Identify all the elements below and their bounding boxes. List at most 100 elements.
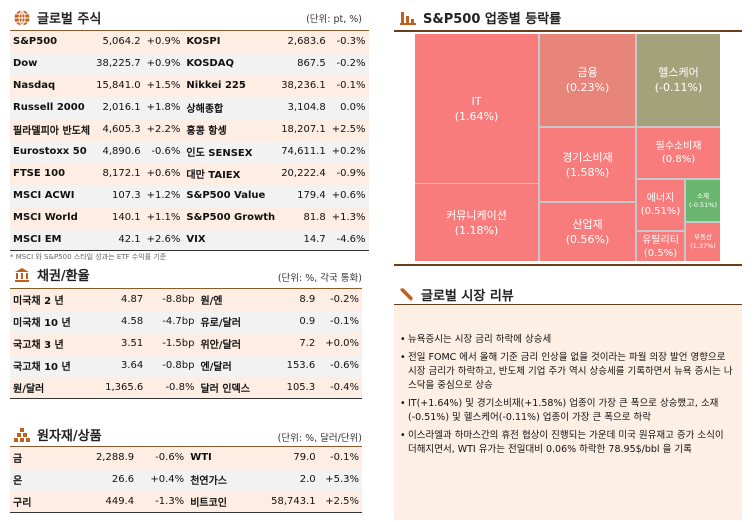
review-box: 뉴욕증시는 시장 금리 하락에 상승세 전일 FOMC 에서 올해 기준 금리 … — [394, 305, 742, 520]
cell-name: 국고채 10 년 — [13, 362, 71, 373]
cell-value2: 14.7 — [303, 233, 326, 245]
review-bullet: IT(+1.64%) 및 경기소비재(+1.58%) 업종이 가장 큰 폭으로 … — [400, 397, 734, 425]
cell-name2: VIX — [186, 233, 206, 245]
cell-change: +2.2% — [146, 124, 181, 135]
commodities-title: 원자재/상품 — [14, 425, 102, 444]
cell-value: 38,225.7 — [96, 58, 141, 69]
sector-change: (0.23%) — [565, 81, 610, 94]
sector-name: 커뮤니케이션 — [446, 208, 507, 222]
cell-change2: -0.1% — [329, 452, 359, 464]
table-row: 금 2,288.9 -0.6% WTI 79.0 -0.1% — [10, 446, 362, 469]
cell-change: -0.8bp — [162, 360, 195, 371]
cell-value: 3.64 — [120, 360, 144, 371]
bar-chart-icon — [400, 11, 416, 25]
review-bullet: 뉴욕증시는 시장 금리 하락에 상승세 — [400, 333, 734, 347]
sector-name: 에너지 — [646, 193, 675, 204]
cell-value2: 58,743.1 — [271, 495, 316, 507]
cell-value: 4,605.3 — [102, 124, 141, 135]
table-row: MSCI World 140.1 +1.1% S&P500 Growth 81.8 +1.… — [10, 206, 369, 229]
cell-name: MSCI EM — [13, 233, 62, 245]
equities-note: * MSCI 와 S&P500 스타일 성과는 ETF 수익률 기준 — [10, 253, 167, 261]
cell-name2: KOSPI — [186, 36, 221, 48]
cell-change2: -0.2% — [329, 294, 359, 306]
cell-value: 8,172.1 — [102, 168, 141, 179]
commodities-unit: (단위: %, 달러/단위) — [277, 433, 362, 444]
sectors-title-text: S&P500 업종별 등락률 — [423, 12, 562, 27]
sector-change: (1.64%) — [454, 109, 499, 123]
sector-change: (0.56%) — [565, 233, 610, 246]
cell-value2: 7.2 — [299, 338, 316, 349]
cell-value2: 179.4 — [297, 190, 326, 201]
cell-value2: 38,236.1 — [281, 80, 326, 91]
cell-name2: 위안/달러 — [200, 340, 241, 351]
cell-value2: 81.8 — [303, 212, 326, 223]
table-row: 미국채 2 년 4.87 -8.8bp 원/엔 8.9 -0.2% — [10, 288, 362, 311]
cell-name: FTSE 100 — [13, 168, 66, 179]
cell-name2: KOSDAQ — [186, 58, 234, 69]
cell-value: 449.4 — [105, 495, 135, 507]
sector-change: (1.37%) — [690, 242, 716, 250]
gold-bars-icon — [14, 427, 30, 442]
sector-cell: IT (1.64%) — [415, 34, 538, 183]
table-row: MSCI ACWI 107.3 +1.2% S&P500 Value 179.4 +0.6… — [10, 184, 369, 207]
bonds-table: 미국채 2 년 4.87 -8.8bp 원/엔 8.9 -0.2% 미국채 10 년 4.58… — [10, 288, 362, 399]
cell-name2: 비트코인 — [190, 497, 227, 509]
table-row: 미국채 10 년 4.58 -4.7bp 유로/달러 0.9 -0.1% — [10, 310, 362, 333]
cell-change: +0.4% — [150, 474, 185, 485]
cell-change: +1.1% — [146, 212, 181, 223]
sector-name: 필수소비재 — [655, 141, 702, 152]
cell-value2: 153.6 — [286, 360, 316, 371]
cell-name2: 홍콩 항셍 — [186, 126, 227, 137]
sector-change: (0.5%) — [643, 247, 678, 259]
cell-name: 금 — [13, 454, 23, 466]
cell-change: +1.8% — [146, 102, 181, 113]
cell-value: 4,890.6 — [102, 146, 141, 157]
sector-change: (1.18%) — [454, 223, 499, 237]
sector-name: 금융 — [577, 66, 598, 79]
commodities-table: 금 2,288.9 -0.6% WTI 79.0 -0.1% 은 26.6 +0.4% 천연가스 2… — [10, 446, 362, 513]
bonds-title: 채권/환율 — [14, 265, 90, 284]
table-row: 원/달러 1,365.6 -0.8% 달러 인덱스 105.3 -0.4% — [10, 376, 362, 399]
review-bullet: 전일 FOMC 에서 올해 기준 금리 인상을 없을 것이라는 파월 의장 발언… — [400, 351, 734, 393]
sector-cell: 헬스케어 (-0.11%) — [637, 34, 720, 126]
table-row: Dow 38,225.7 +0.9% KOSDAQ 867.5 -0.2% — [10, 52, 369, 75]
cell-name2: Nikkei 225 — [186, 80, 246, 91]
sector-change: (-0.11%) — [654, 81, 703, 94]
cell-value: 42.1 — [118, 233, 141, 245]
divider — [394, 30, 742, 32]
divider — [394, 264, 742, 266]
cell-change2: +2.5% — [331, 124, 366, 135]
cell-change2: -0.6% — [329, 360, 359, 371]
sector-cell: 소재 (-0.51%) — [686, 180, 720, 221]
table-row: 국고채 10 년 3.64 -0.8bp 엔/달러 153.6 -0.6% — [10, 354, 362, 377]
cell-value: 2,016.1 — [102, 102, 141, 113]
cell-change2: -0.3% — [336, 36, 366, 48]
cell-change: -0.6% — [155, 452, 185, 464]
cell-change: -1.3% — [155, 495, 185, 507]
sector-change: (0.8%) — [661, 154, 696, 165]
sector-name: 헬스케어 — [658, 66, 699, 79]
cell-change2: -4.6% — [336, 233, 366, 245]
cell-name2: 엔/달러 — [200, 362, 232, 373]
cell-name: S&P500 — [13, 36, 58, 48]
cell-value: 4.58 — [120, 316, 144, 327]
cell-name: 은 — [13, 476, 23, 487]
sector-change: (0.51%) — [640, 206, 681, 217]
globe-icon — [14, 9, 30, 26]
cell-name: Nasdaq — [13, 80, 56, 91]
sector-treemap: IT (1.64%) 커뮤니케이션 (1.18%) 금융 (0.23%) 헬스케어 (-0.1… — [415, 34, 720, 261]
cell-name: 미국채 10 년 — [13, 318, 71, 329]
cell-name2: S&P500 Growth — [186, 212, 276, 223]
cell-change: -1.5bp — [162, 338, 195, 349]
cell-name2: 상해종합 — [186, 104, 224, 115]
sector-cell: 커뮤니케이션 (1.18%) — [415, 184, 538, 261]
commodities-title-text: 원자재/상품 — [37, 429, 102, 444]
sector-name: 경기소비재 — [562, 150, 613, 164]
table-row: Russell 2000 2,016.1 +1.8% 상해종합 3,104.8 0.0% — [10, 96, 369, 119]
table-row: S&P500 5,064.2 +0.9% KOSPI 2,683.6 -0.3% — [10, 30, 369, 53]
sector-change: (-0.51%) — [688, 200, 718, 209]
cell-name: 미국채 2 년 — [13, 296, 64, 308]
cell-value: 107.3 — [111, 190, 141, 201]
cell-value2: 2,683.6 — [287, 36, 326, 48]
cell-value: 3.51 — [120, 338, 144, 349]
